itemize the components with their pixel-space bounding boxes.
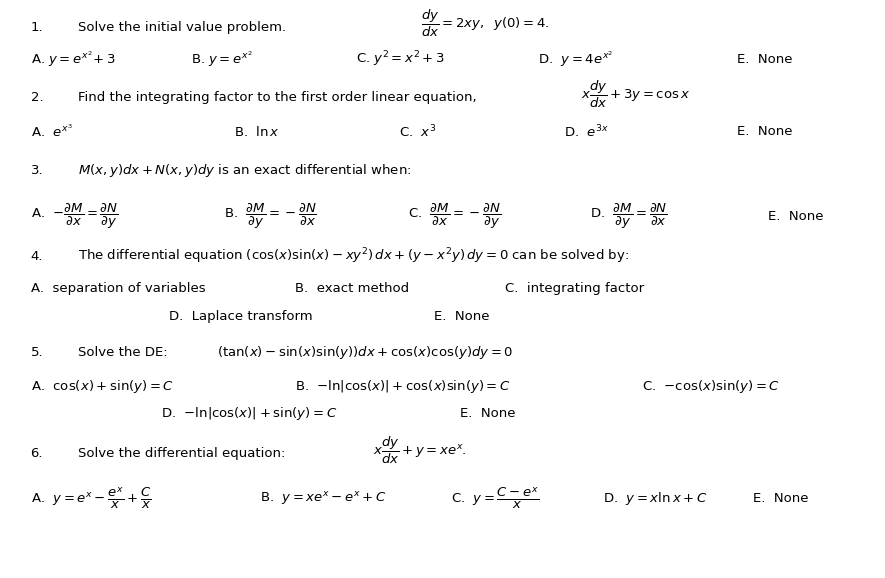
Text: B.  $y = xe^x - e^x + C$: B. $y = xe^x - e^x + C$ [260,490,387,507]
Text: A.  $\cos(x) + \sin(y) = C$: A. $\cos(x) + \sin(y) = C$ [30,378,173,395]
Text: C.  $y = \dfrac{C - e^x}{x}$: C. $y = \dfrac{C - e^x}{x}$ [451,486,539,511]
Text: A.  $y = e^x - \dfrac{e^x}{x} + \dfrac{C}{x}$: A. $y = e^x - \dfrac{e^x}{x} + \dfrac{C}… [30,486,151,511]
Text: Find the integrating factor to the first order linear equation,: Find the integrating factor to the first… [78,91,477,104]
Text: 4.: 4. [30,250,43,262]
Text: A.  $-\dfrac{\partial M}{\partial x}=\dfrac{\partial N}{\partial y}$: A. $-\dfrac{\partial M}{\partial x}=\dfr… [30,202,119,231]
Text: 3.: 3. [30,164,43,176]
Text: D.  $y = 4e^{x^2}$: D. $y = 4e^{x^2}$ [538,50,613,69]
Text: Solve the differential equation:: Solve the differential equation: [78,447,286,460]
Text: Solve the initial value problem.: Solve the initial value problem. [78,21,287,34]
Text: 5.: 5. [30,346,43,359]
Text: C.  $- \cos(x)\sin(y) = C$: C. $- \cos(x)\sin(y) = C$ [642,378,780,395]
Text: $x\dfrac{dy}{dx} + 3y = \cos x$: $x\dfrac{dy}{dx} + 3y = \cos x$ [581,79,690,110]
Text: B.  $\dfrac{\partial M}{\partial y}=-\dfrac{\partial N}{\partial x}$: B. $\dfrac{\partial M}{\partial y}=-\dfr… [224,202,317,231]
Text: Solve the DE:: Solve the DE: [78,346,168,359]
Text: A.  $e^{x^3}$: A. $e^{x^3}$ [30,123,73,140]
Text: E.  None: E. None [767,210,823,223]
Text: C.  $x^3$: C. $x^3$ [399,123,436,140]
Text: D.  $e^{3x}$: D. $e^{3x}$ [564,123,609,140]
Text: B.  exact method: B. exact method [295,283,409,295]
Text: 6.: 6. [30,447,43,460]
Text: The differential equation $(\cos(x)\sin(x) - xy^2)\,dx + (y - x^2y)\,dy = 0$ can: The differential equation $(\cos(x)\sin(… [78,246,629,266]
Text: $\dfrac{dy}{dx} = 2xy,\;\; y(0) = 4.$: $\dfrac{dy}{dx} = 2xy,\;\; y(0) = 4.$ [421,8,549,39]
Text: $(\tan(x) -  \sin(x)\sin(y))dx  +  \cos(x)\cos(y)dy = 0$: $(\tan(x) - \sin(x)\sin(y))dx + \cos(x)\… [217,344,513,361]
Text: D.  $- \ln|\cos(x)| + \sin(y) = C$: D. $- \ln|\cos(x)| + \sin(y) = C$ [160,405,337,422]
Text: C.  $\dfrac{\partial M}{\partial x}=-\dfrac{\partial N}{\partial y}$: C. $\dfrac{\partial M}{\partial x}=-\dfr… [408,202,501,231]
Text: E.  None: E. None [434,310,489,323]
Text: E.  None: E. None [753,492,809,505]
Text: $M(x,y)dx + N(x,y)dy$ is an exact differential when:: $M(x,y)dx + N(x,y)dy$ is an exact differ… [78,161,412,179]
Text: A.  separation of variables: A. separation of variables [30,283,205,295]
Text: C. $y^2 = x^2+3$: C. $y^2 = x^2+3$ [356,50,444,69]
Text: E.  None: E. None [737,125,793,138]
Text: B.  $- \ln|\cos(x)| + \cos(x)\sin(y) = C$: B. $- \ln|\cos(x)| + \cos(x)\sin(y) = C$ [295,378,511,395]
Text: $x\dfrac{dy}{dx} + y = xe^x.$: $x\dfrac{dy}{dx} + y = xe^x.$ [373,435,466,466]
Text: C.  integrating factor: C. integrating factor [505,283,644,295]
Text: A. $y = e^{x^2}\!+3$: A. $y = e^{x^2}\!+3$ [30,50,115,69]
Text: D.  Laplace transform: D. Laplace transform [169,310,313,323]
Text: E.  None: E. None [460,407,515,420]
Text: 1.: 1. [30,21,43,34]
Text: 2.: 2. [30,91,43,104]
Text: B.  $\ln x$: B. $\ln x$ [235,124,281,139]
Text: E.  None: E. None [737,53,793,66]
Text: B. $y = e^{x^2}$: B. $y = e^{x^2}$ [191,50,253,69]
Text: D.  $y = x\ln x + C$: D. $y = x\ln x + C$ [603,490,707,507]
Text: D.  $\dfrac{\partial M}{\partial y}=\dfrac{\partial N}{\partial x}$: D. $\dfrac{\partial M}{\partial y}=\dfra… [590,202,668,231]
